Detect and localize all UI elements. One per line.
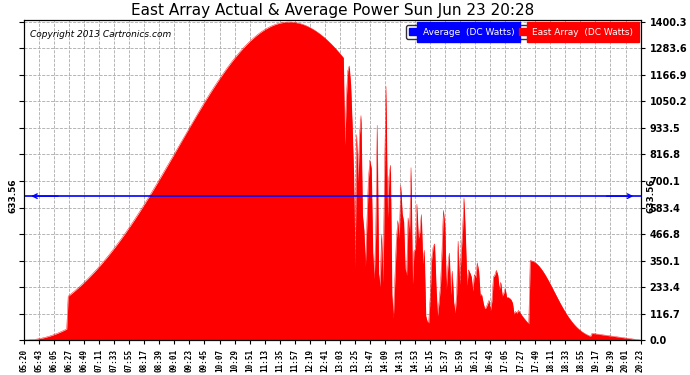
Text: 633.56: 633.56 xyxy=(9,179,18,213)
Text: 633.56: 633.56 xyxy=(647,179,656,213)
Title: East Array Actual & Average Power Sun Jun 23 20:28: East Array Actual & Average Power Sun Ju… xyxy=(130,3,534,18)
Text: Copyright 2013 Cartronics.com: Copyright 2013 Cartronics.com xyxy=(30,30,171,39)
Legend: Average  (DC Watts), East Array  (DC Watts): Average (DC Watts), East Array (DC Watts… xyxy=(406,25,636,39)
